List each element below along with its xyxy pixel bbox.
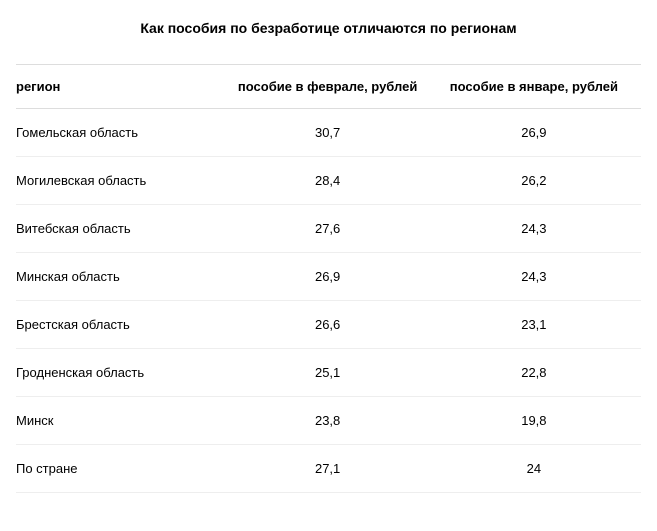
table-header-row: регион пособие в феврале, рублей пособие… bbox=[16, 65, 641, 109]
cell-feb: 23,8 bbox=[229, 397, 435, 445]
cell-region: Гродненская область bbox=[16, 349, 229, 397]
cell-region: Минск bbox=[16, 397, 229, 445]
cell-feb: 28,4 bbox=[229, 157, 435, 205]
cell-jan: 19,8 bbox=[435, 397, 641, 445]
cell-jan: 26,9 bbox=[435, 109, 641, 157]
cell-feb: 27,1 bbox=[229, 445, 435, 493]
cell-jan: 24,3 bbox=[435, 253, 641, 301]
table-row: Витебская область 27,6 24,3 bbox=[16, 205, 641, 253]
cell-region: Гомельская область bbox=[16, 109, 229, 157]
cell-feb: 25,1 bbox=[229, 349, 435, 397]
cell-feb: 26,9 bbox=[229, 253, 435, 301]
cell-jan: 22,8 bbox=[435, 349, 641, 397]
table-row: Минская область 26,9 24,3 bbox=[16, 253, 641, 301]
table-row: Могилевская область 28,4 26,2 bbox=[16, 157, 641, 205]
cell-feb: 26,6 bbox=[229, 301, 435, 349]
benefits-table: регион пособие в феврале, рублей пособие… bbox=[16, 64, 641, 493]
table-title: Как пособия по безработице отличаются по… bbox=[16, 20, 641, 36]
col-header-jan: пособие в январе, рублей bbox=[435, 65, 641, 109]
table-row: Брестская область 26,6 23,1 bbox=[16, 301, 641, 349]
table-row: Гродненская область 25,1 22,8 bbox=[16, 349, 641, 397]
table-row: По стране 27,1 24 bbox=[16, 445, 641, 493]
cell-region: Брестская область bbox=[16, 301, 229, 349]
cell-region: Минская область bbox=[16, 253, 229, 301]
cell-feb: 27,6 bbox=[229, 205, 435, 253]
col-header-feb: пособие в феврале, рублей bbox=[229, 65, 435, 109]
cell-jan: 26,2 bbox=[435, 157, 641, 205]
col-header-region: регион bbox=[16, 65, 229, 109]
table-row: Гомельская область 30,7 26,9 bbox=[16, 109, 641, 157]
cell-region: По стране bbox=[16, 445, 229, 493]
cell-jan: 24,3 bbox=[435, 205, 641, 253]
cell-region: Могилевская область bbox=[16, 157, 229, 205]
cell-region: Витебская область bbox=[16, 205, 229, 253]
cell-jan: 24 bbox=[435, 445, 641, 493]
table-row: Минск 23,8 19,8 bbox=[16, 397, 641, 445]
cell-jan: 23,1 bbox=[435, 301, 641, 349]
cell-feb: 30,7 bbox=[229, 109, 435, 157]
